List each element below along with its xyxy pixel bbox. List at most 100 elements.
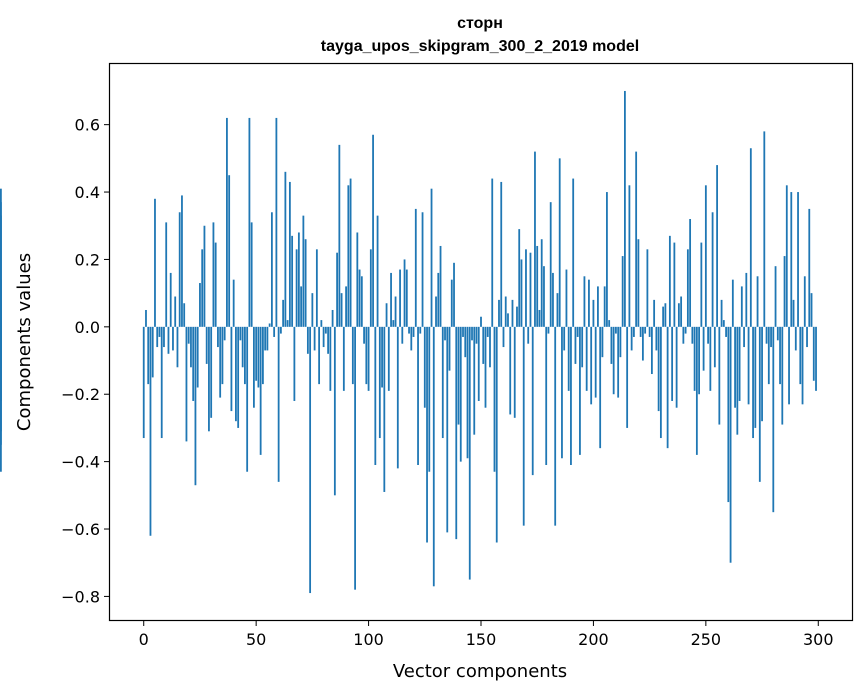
bar [441,326,444,439]
bar [664,303,667,327]
bar [178,212,181,327]
y-axis-label: Components values [14,253,35,431]
bar [545,326,548,465]
bar [529,252,532,327]
bar [749,148,752,327]
bar [518,229,521,327]
bar [806,326,808,348]
bar [403,259,406,327]
y-tick-label: 0.4 [75,183,100,202]
bar [606,192,608,327]
bar [624,90,626,327]
bar [754,326,757,428]
bar [626,326,629,428]
x-tick-label: 250 [691,630,722,649]
bar [608,320,611,327]
bar [662,306,665,327]
bar [264,326,267,351]
bar [190,326,192,368]
bar [686,249,689,327]
bar [583,276,586,327]
bar [214,242,217,327]
bar [680,296,683,327]
bar [459,326,462,462]
bar [0,215,2,327]
bar [417,326,419,465]
bar [725,326,727,337]
bar [765,326,768,344]
bar [232,279,235,327]
bar [799,326,802,385]
bar [509,326,512,415]
bar [340,293,343,327]
bar [659,326,662,439]
bar [635,151,638,327]
bar [610,326,613,364]
bar [304,239,307,327]
bar [396,326,399,469]
bar [286,320,289,327]
bar [534,151,536,327]
bar [668,235,671,327]
bar [244,326,246,385]
bar [0,326,2,368]
bar [570,326,572,465]
bar [428,326,431,472]
x-tick-label: 50 [246,630,266,649]
bar [491,178,494,327]
y-tick-label: −0.2 [61,385,100,404]
bar [675,326,678,408]
bar [554,326,557,526]
bar [381,326,383,388]
bar [192,326,195,401]
bar [275,117,278,327]
bar [277,326,280,482]
bar [185,326,188,442]
bar [740,286,743,327]
bar [329,326,332,391]
bar [291,235,294,327]
bar [536,245,539,327]
bar [450,279,453,327]
bar [486,326,489,337]
bar [581,326,584,368]
bar [594,326,597,398]
bar [387,326,390,391]
bar [516,306,518,327]
x-axis-label: Vector components [393,661,567,682]
bar [522,326,525,526]
y-axis-ticks: −0.8 −0.6 −0.4 −0.2 0.0 0.2 0.4 0.6 [61,116,110,606]
bar [435,296,437,327]
bar [788,326,790,405]
bar [426,326,428,543]
bar [745,272,748,327]
bar [349,178,352,327]
bar [176,326,179,368]
bar [336,252,338,327]
bar [208,326,210,432]
bar [547,326,550,334]
bar [358,269,361,327]
bar [779,326,781,385]
bar [205,326,208,364]
bar [270,212,273,327]
bar [801,326,804,405]
bar [228,175,231,327]
bar [520,259,523,327]
bar [592,299,595,327]
bar [160,326,163,439]
bar [507,313,509,327]
bar [637,239,640,327]
bar [248,117,251,327]
bar [671,326,674,401]
bar [293,326,296,401]
bar [810,293,813,327]
bars-group [0,90,817,594]
bar [812,326,815,381]
bar [239,326,242,341]
bar [187,326,190,344]
bar [297,232,300,327]
bar [781,326,784,425]
bar [513,326,516,418]
